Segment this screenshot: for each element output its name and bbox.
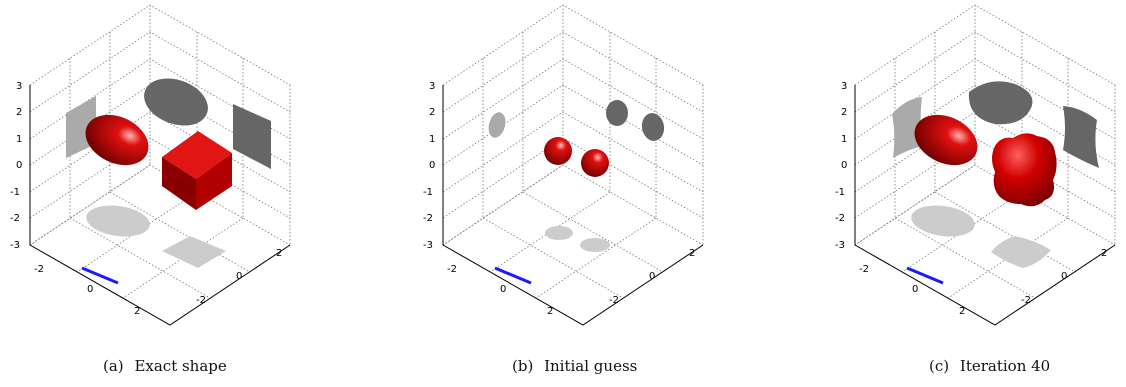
bottom-projection-ellipse — [911, 205, 975, 237]
x-tick-label: 2 — [547, 306, 553, 317]
side-projection-left — [488, 112, 506, 138]
axes — [442, 85, 704, 326]
z-tick-label: 2 — [841, 107, 847, 118]
z-tick-label: -1 — [10, 187, 20, 198]
side-projection-right — [641, 113, 665, 141]
grid-box — [442, 4, 704, 326]
plot-c: 3 2 1 0 -1 -2 -3 -2 0 2 2 0 -2 — [835, 4, 1116, 326]
caption-b: (b) Initial guess — [512, 357, 637, 375]
y-tick-label: -2 — [1021, 295, 1031, 306]
y-tick-label: -2 — [609, 295, 619, 306]
axis-highlight — [81, 266, 119, 285]
y-tick-label: 2 — [276, 248, 282, 259]
top-projection-1 — [606, 100, 628, 126]
caption-text: Iteration 40 — [959, 357, 1051, 375]
x-ticks: -2 0 2 — [859, 264, 965, 317]
red-ellipsoid — [914, 114, 978, 166]
panel-a: 3 2 1 0 -1 -2 -3 -2 0 2 2 0 -2 — [0, 0, 300, 330]
bottom-projection-square — [991, 236, 1051, 268]
z-tick-label: 0 — [16, 160, 22, 171]
axis-highlight — [906, 266, 944, 285]
axis-highlight — [494, 266, 532, 285]
side-projection-left — [892, 97, 922, 158]
x-tick-label: 0 — [912, 284, 918, 295]
z-tick-label: 3 — [429, 81, 435, 92]
z-ticks: 3 2 1 0 -1 -2 -3 — [423, 81, 435, 251]
z-tick-label: 3 — [841, 81, 847, 92]
y-tick-label: 0 — [649, 271, 655, 282]
red-ellipsoid — [85, 114, 149, 166]
z-tick-label: 3 — [16, 81, 22, 92]
panel-b: 3 2 1 0 -1 -2 -3 -2 0 2 2 0 -2 — [413, 0, 713, 330]
z-tick-label: 2 — [16, 107, 22, 118]
bottom-projection-1 — [545, 226, 573, 240]
y-tick-label: -2 — [196, 295, 206, 306]
z-tick-label: -3 — [10, 240, 20, 251]
caption-text: Exact shape — [134, 357, 227, 375]
grid-box — [29, 4, 291, 326]
x-tick-label: 0 — [500, 284, 506, 295]
bottom-projection-2 — [580, 238, 610, 252]
z-ticks: 3 2 1 0 -1 -2 -3 — [835, 81, 847, 251]
panel-c: 3 2 1 0 -1 -2 -3 -2 0 2 2 0 -2 — [825, 0, 1125, 330]
x-ticks: -2 0 2 — [34, 264, 140, 317]
x-tick-label: -2 — [859, 264, 869, 275]
x-ticks: -2 0 2 — [447, 264, 553, 317]
plot-b: 3 2 1 0 -1 -2 -3 -2 0 2 2 0 -2 — [423, 4, 704, 326]
z-tick-label: -3 — [835, 240, 845, 251]
caption-label: (b) — [512, 357, 534, 375]
x-tick-label: 2 — [959, 306, 965, 317]
bottom-projection-square — [162, 236, 226, 268]
caption-label: (c) — [929, 357, 950, 375]
x-tick-label: -2 — [447, 264, 457, 275]
red-deformed-cube — [992, 133, 1057, 207]
z-tick-label: -1 — [423, 187, 433, 198]
z-tick-label: 1 — [16, 134, 22, 145]
axes — [29, 85, 291, 326]
grid-box — [854, 4, 1116, 326]
red-sphere-2 — [581, 149, 609, 177]
y-ticks: 2 0 -2 — [1021, 248, 1107, 306]
y-tick-label: 2 — [1101, 248, 1107, 259]
z-tick-label: -2 — [10, 213, 20, 224]
caption-text: Initial guess — [544, 357, 638, 375]
z-tick-label: -2 — [423, 213, 433, 224]
y-tick-label: 2 — [689, 248, 695, 259]
bottom-projection-ellipse — [86, 205, 150, 237]
side-projection-right — [1063, 106, 1099, 168]
top-projection — [968, 81, 1033, 125]
z-ticks: 3 2 1 0 -1 -2 -3 — [10, 81, 22, 251]
x-tick-label: -2 — [34, 264, 44, 275]
y-ticks: 2 0 -2 — [609, 248, 695, 306]
top-projection — [144, 78, 208, 126]
z-tick-label: -2 — [835, 213, 845, 224]
z-tick-label: 1 — [841, 134, 847, 145]
y-tick-label: 0 — [236, 271, 242, 282]
z-tick-label: -3 — [423, 240, 433, 251]
z-tick-label: 0 — [429, 160, 435, 171]
z-tick-label: 0 — [841, 160, 847, 171]
red-cube — [162, 131, 232, 210]
caption-label: (a) — [103, 357, 124, 375]
x-tick-label: 0 — [87, 284, 93, 295]
caption-a: (a) Exact shape — [103, 357, 227, 375]
z-tick-label: -1 — [835, 187, 845, 198]
side-projection-right — [233, 104, 271, 169]
z-tick-label: 2 — [429, 107, 435, 118]
plot-a: 3 2 1 0 -1 -2 -3 -2 0 2 2 0 -2 — [10, 4, 291, 326]
x-tick-label: 2 — [134, 306, 140, 317]
y-ticks: 2 0 -2 — [196, 248, 282, 306]
caption-c: (c) Iteration 40 — [929, 357, 1050, 375]
y-tick-label: 0 — [1061, 271, 1067, 282]
red-sphere-1 — [544, 137, 572, 165]
axes — [854, 85, 1116, 326]
z-tick-label: 1 — [429, 134, 435, 145]
